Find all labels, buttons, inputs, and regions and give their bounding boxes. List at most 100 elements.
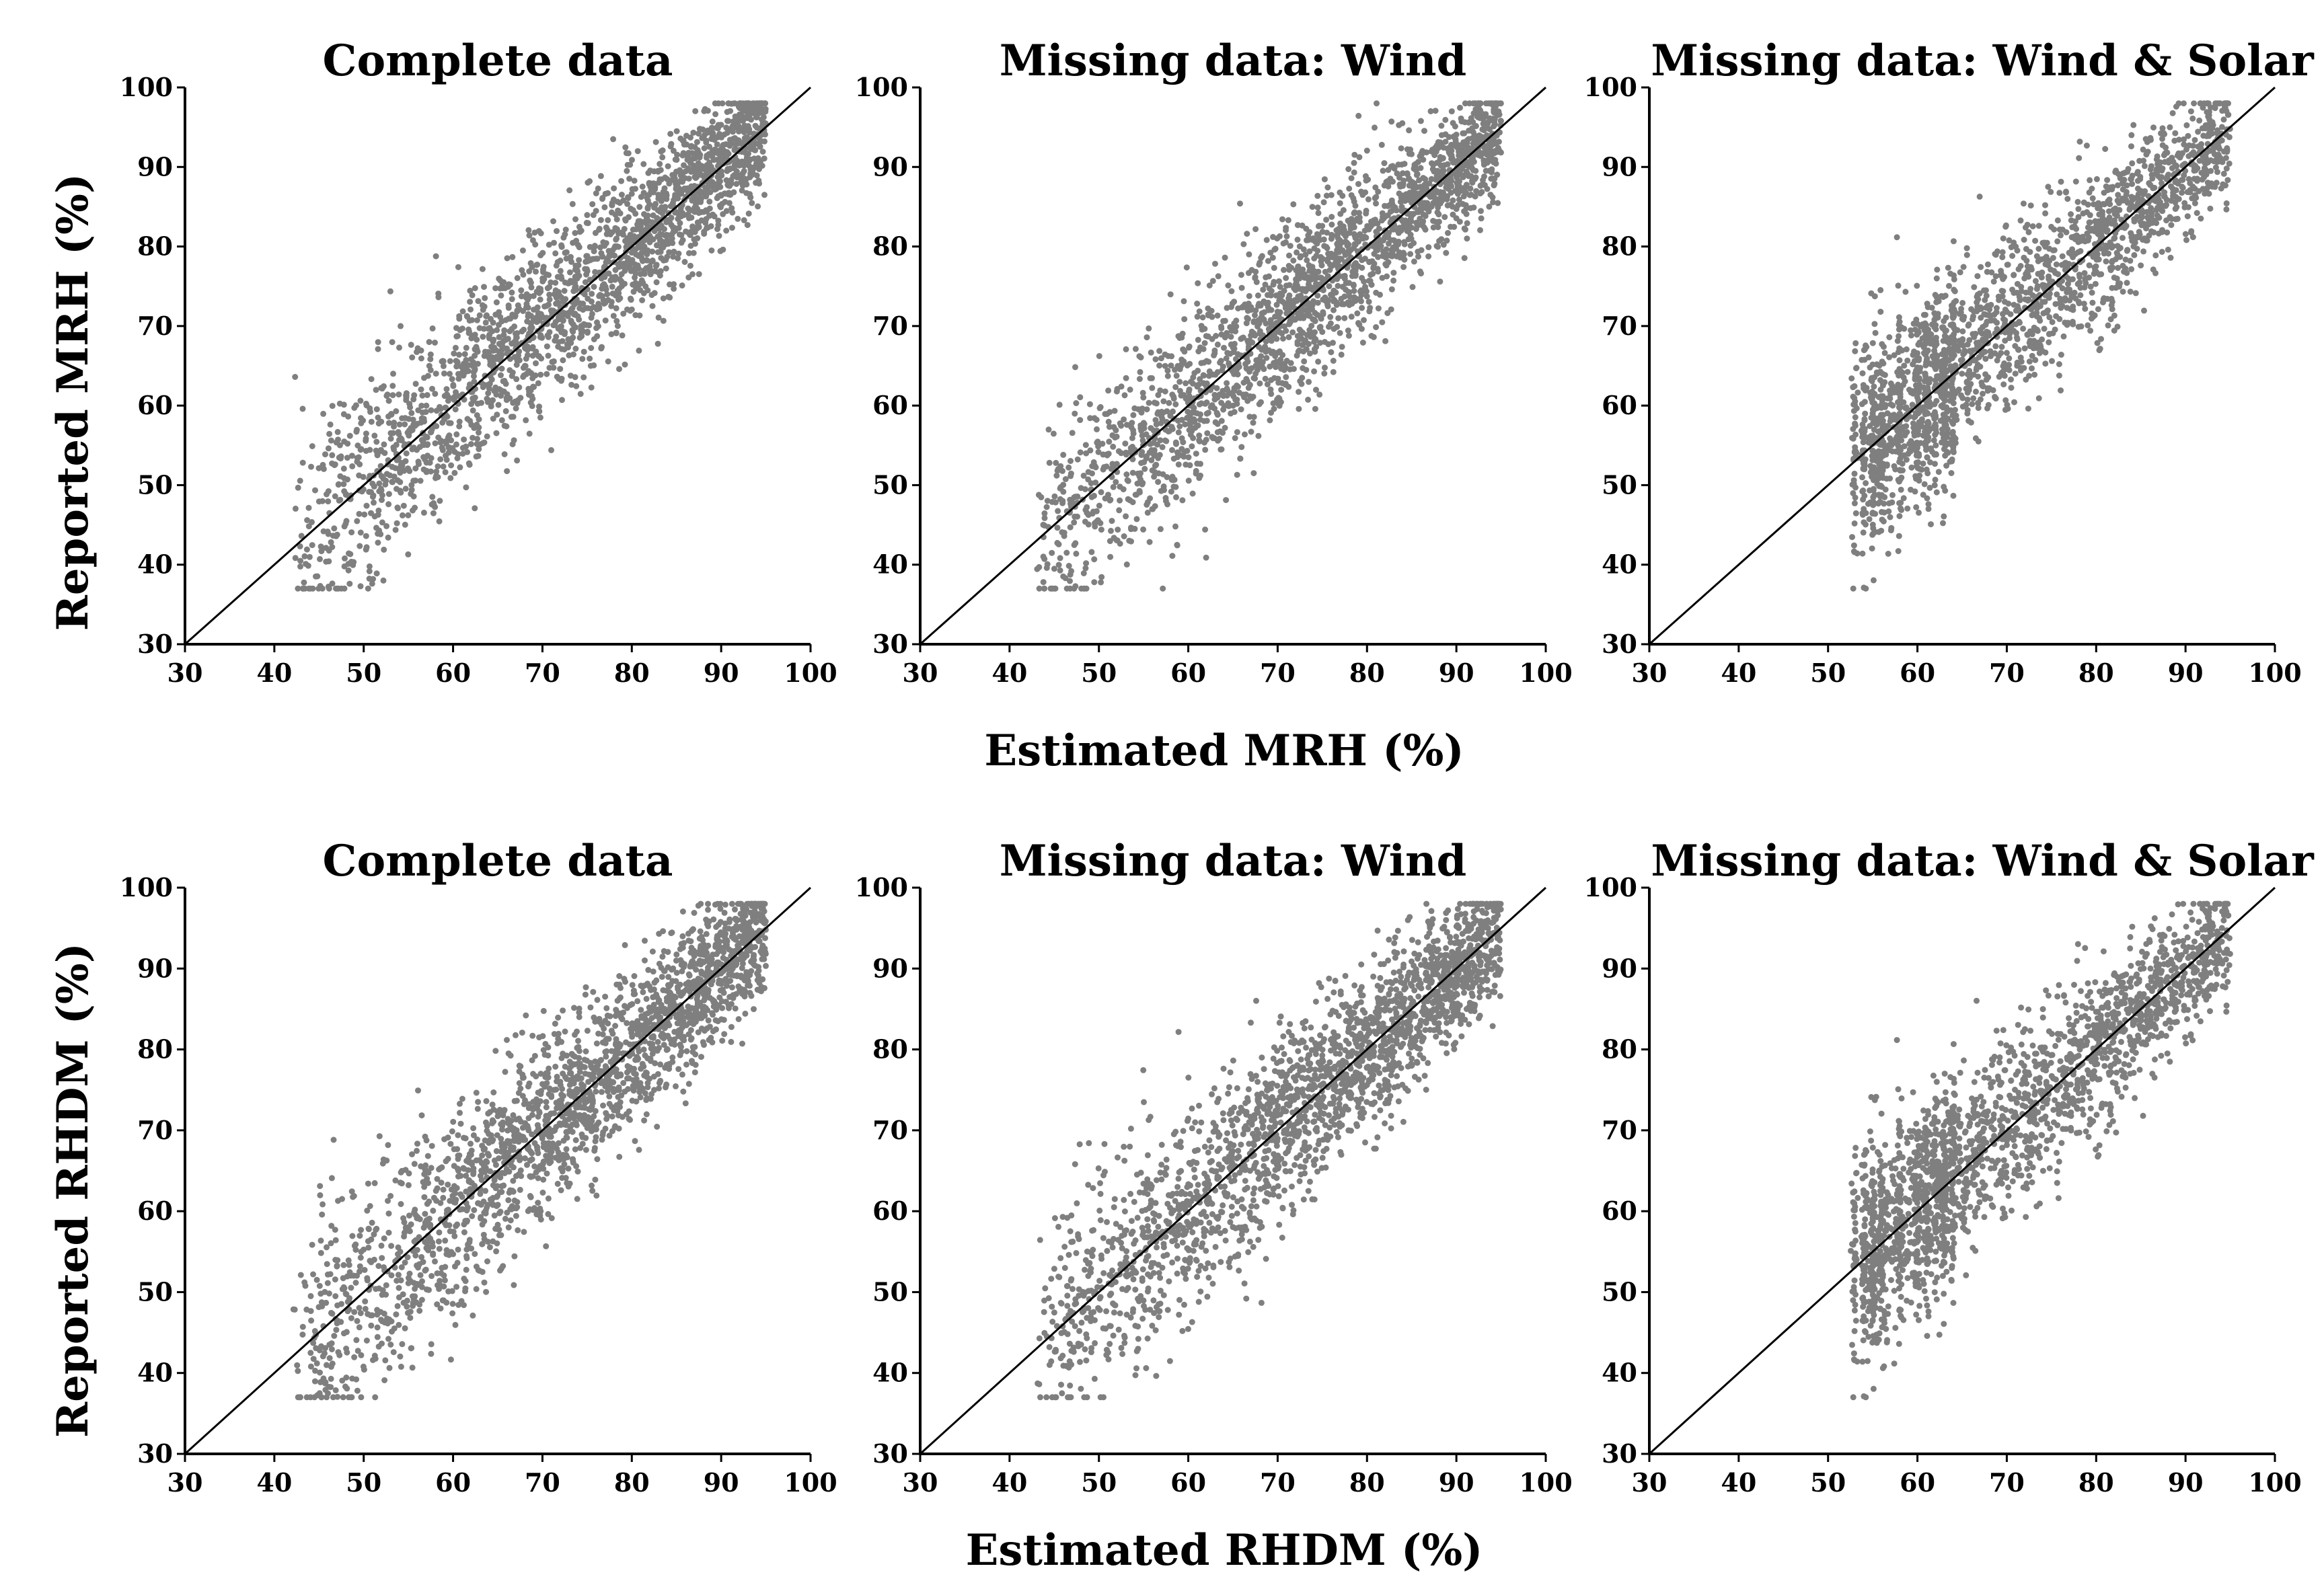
scatter-point xyxy=(418,402,425,409)
scatter-point xyxy=(1224,305,1230,311)
scatter-point xyxy=(671,285,677,292)
scatter-point xyxy=(1409,190,1416,197)
scatter-point xyxy=(1098,579,1104,586)
scatter-point xyxy=(638,194,644,200)
scatter-point xyxy=(1341,239,1348,245)
scatter-point xyxy=(409,354,416,360)
scatter-point xyxy=(1041,585,1048,592)
scatter-point xyxy=(1478,215,1485,222)
scatter-point xyxy=(1205,410,1211,416)
scatter-point xyxy=(493,299,500,306)
scatter-point xyxy=(1451,223,1458,230)
scatter-point xyxy=(357,543,363,549)
scatter-point xyxy=(463,484,470,491)
scatter-point xyxy=(457,464,463,471)
scatter-point xyxy=(1311,268,1318,274)
scatter-point xyxy=(663,193,669,200)
scatter-point xyxy=(1379,319,1386,325)
scatter-point xyxy=(487,358,494,365)
scatter-point xyxy=(1246,251,1252,258)
scatter-point xyxy=(524,346,531,353)
scatter-point xyxy=(1201,325,1208,332)
scatter-point xyxy=(622,216,628,223)
scatter-point xyxy=(1194,313,1201,320)
scatter-point xyxy=(714,141,720,148)
scatter-point xyxy=(704,129,711,136)
scatter-point xyxy=(406,468,413,474)
scatter-point xyxy=(687,143,694,150)
scatter-point xyxy=(1489,166,1495,173)
scatter-point xyxy=(634,282,640,288)
scatter-point xyxy=(447,358,453,364)
scatter-point xyxy=(1299,286,1306,293)
scatter-point xyxy=(461,351,468,358)
scatter-point xyxy=(423,467,430,474)
scatter-point xyxy=(630,207,636,213)
scatter-point xyxy=(1318,262,1325,269)
scatter-point xyxy=(648,292,655,299)
scatter-point xyxy=(1430,161,1437,168)
scatter-point xyxy=(2020,325,2027,332)
scatter-point xyxy=(470,407,476,414)
scatter-point xyxy=(1342,230,1349,237)
scatter-point xyxy=(618,192,625,198)
scatter-point xyxy=(1933,489,1940,496)
scatter-point xyxy=(1057,555,1063,562)
scatter-point xyxy=(720,210,726,217)
scatter-point xyxy=(1445,230,1451,236)
scatter-point xyxy=(533,360,539,366)
scatter-point xyxy=(636,347,642,354)
scatter-point xyxy=(461,436,467,443)
scatter-point xyxy=(1295,348,1302,355)
scatter-point xyxy=(526,232,533,239)
scatter-point xyxy=(1221,344,1227,351)
scatter-point xyxy=(1201,439,1207,446)
scatter-point xyxy=(1407,146,1414,153)
scatter-point xyxy=(1285,300,1291,307)
scatter-point xyxy=(1328,349,1335,356)
scatter-point xyxy=(402,421,408,428)
scatter-point xyxy=(689,223,696,230)
scatter-point xyxy=(1100,466,1107,473)
scatter-point xyxy=(1382,261,1389,268)
scatter-point xyxy=(1904,505,1911,512)
scatter-point xyxy=(443,438,449,444)
scatter-point xyxy=(1078,485,1084,492)
scatter-point xyxy=(1195,336,1201,343)
scatter-point xyxy=(533,268,539,275)
scatter-point xyxy=(1270,233,1276,240)
scatter-point xyxy=(1309,237,1316,243)
scatter-point xyxy=(308,463,314,470)
scatter-point xyxy=(453,363,460,370)
scatter-point xyxy=(474,400,481,407)
scatter-point xyxy=(1123,513,1129,520)
scatter-point xyxy=(1230,344,1236,351)
scatter-point xyxy=(717,178,723,185)
scatter-point xyxy=(320,410,327,417)
scatter-point xyxy=(1308,276,1314,283)
scatter-point xyxy=(1054,539,1061,546)
scatter-point xyxy=(1149,375,1155,381)
scatter-point xyxy=(445,444,452,451)
scatter-point xyxy=(1144,502,1150,508)
scatter-point xyxy=(1190,435,1197,441)
scatter-point xyxy=(537,286,543,293)
scatter-point xyxy=(664,176,671,182)
scatter-point xyxy=(1379,274,1386,281)
scatter-point xyxy=(634,148,641,155)
scatter-point xyxy=(1098,574,1105,580)
scatter-point xyxy=(636,204,643,210)
scatter-point xyxy=(741,167,747,174)
scatter-point xyxy=(737,100,744,107)
scatter-point xyxy=(341,563,348,570)
scatter-point xyxy=(466,461,473,468)
scatter-point xyxy=(1303,225,1310,232)
scatter-point xyxy=(1218,418,1225,424)
scatter-point xyxy=(576,316,583,323)
scatter-point xyxy=(677,220,683,227)
scatter-point xyxy=(1168,353,1175,360)
scatter-point xyxy=(1396,174,1402,181)
scatter-point xyxy=(1312,329,1318,336)
scatter-point xyxy=(1231,299,1238,305)
scatter-point xyxy=(1406,127,1413,134)
